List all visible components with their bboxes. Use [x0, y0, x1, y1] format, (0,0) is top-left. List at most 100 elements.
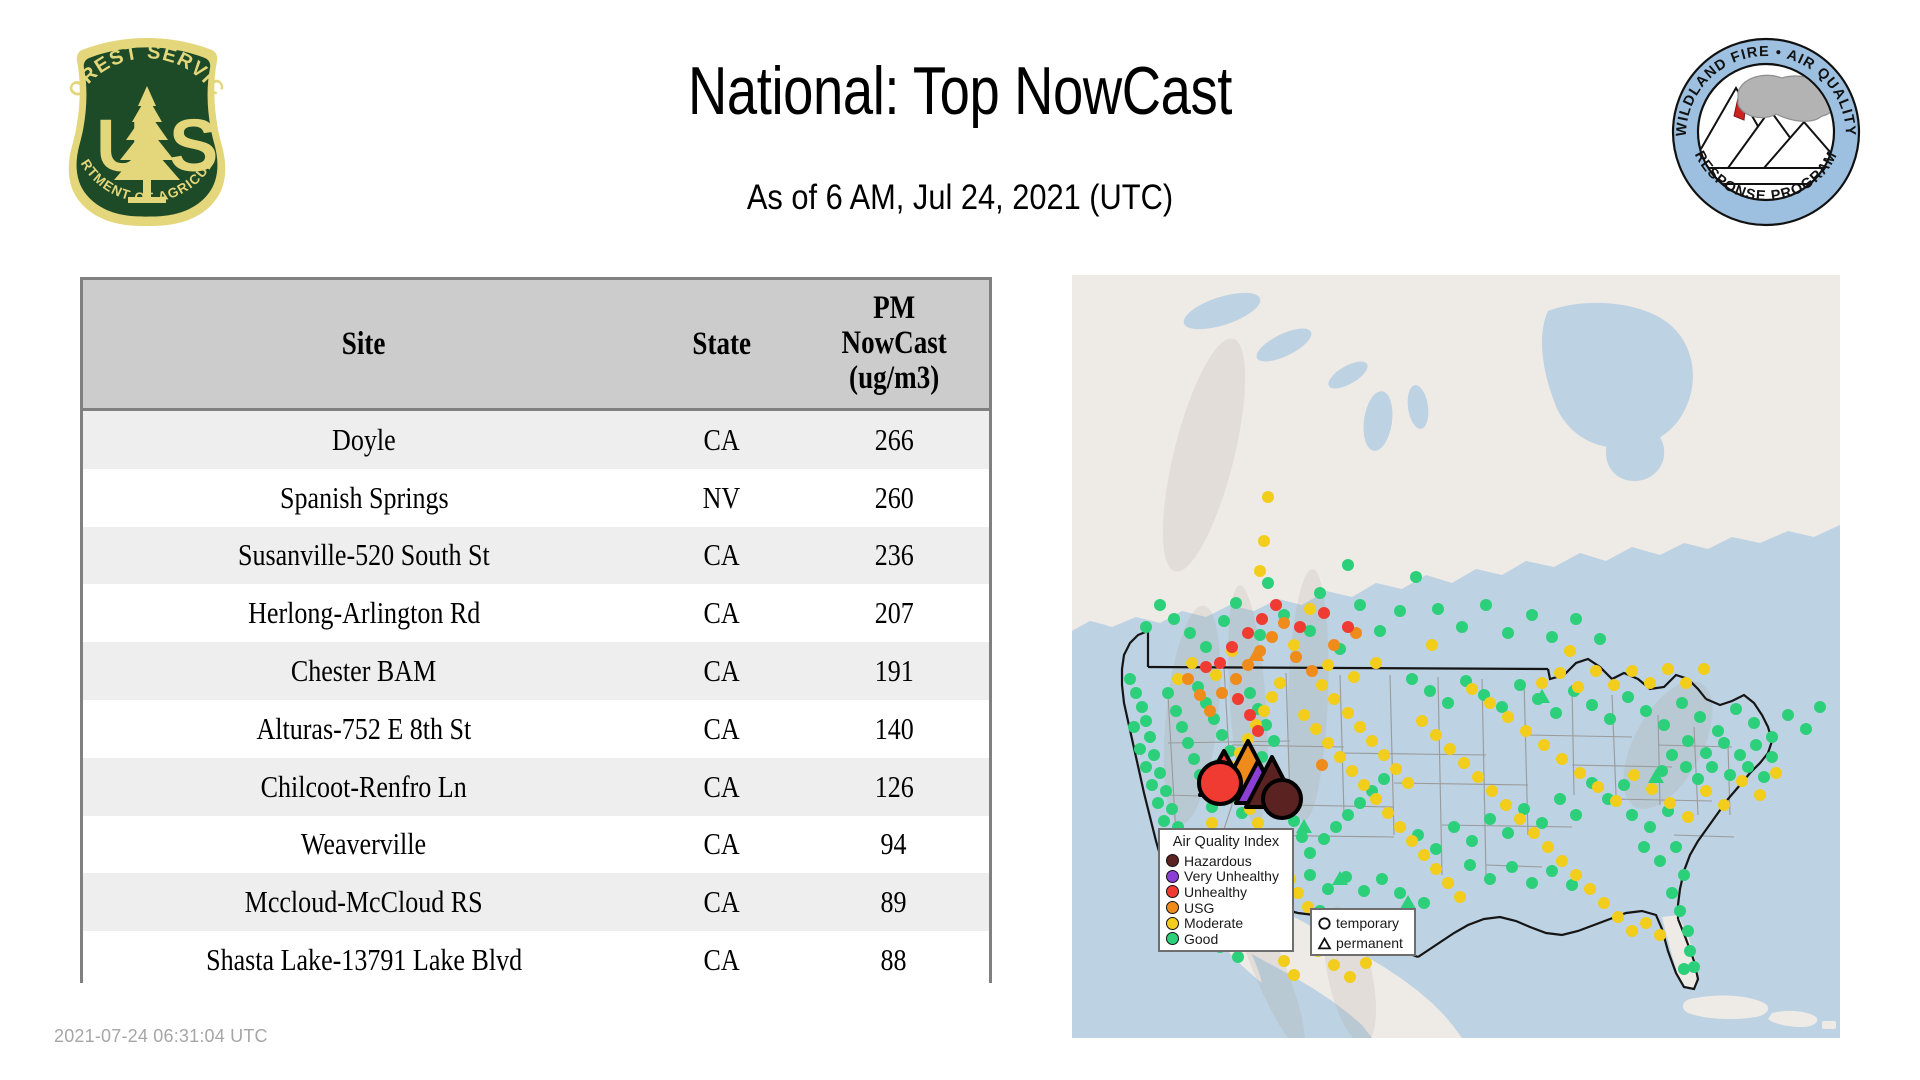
aqi-legend-label: USG [1184, 899, 1215, 916]
column-header-pm-line3: (ug/m3) [848, 359, 939, 396]
pm-value: 126 [874, 768, 914, 804]
aqi-points-usg [1182, 617, 1362, 793]
very-unhealthy-color-swatch-icon [1166, 869, 1179, 883]
cell-state: CA [645, 873, 799, 931]
cell-state: CA [645, 758, 799, 816]
site-name: Mccloud-McCloud RS [244, 884, 483, 920]
state-code: CA [703, 653, 740, 689]
cell-pm: 140 [799, 700, 989, 758]
site-name: Alturas-752 E 8th St [256, 710, 472, 746]
site-name: Susanville-520 South St [237, 537, 490, 573]
cell-state: CA [645, 931, 799, 989]
cell-pm: 207 [799, 584, 989, 642]
pm-value: 94 [880, 826, 907, 862]
monitor-type-label: permanent [1336, 935, 1403, 951]
monitor-type-item-permanent: permanent [1317, 933, 1409, 953]
pm-value: 140 [874, 710, 914, 746]
cell-state: CA [645, 642, 799, 700]
pm-value: 191 [874, 653, 914, 689]
map-canvas [1072, 275, 1840, 1038]
aqi-permanent-monitors [1248, 647, 1664, 909]
state-code: CA [703, 768, 740, 804]
aqi-legend-label: Unhealthy [1184, 883, 1248, 900]
site-name: Weaverville [301, 826, 427, 862]
pm-value: 88 [880, 942, 907, 978]
state-code: CA [703, 421, 740, 457]
aqi-legend-item-usg: USG [1166, 900, 1286, 916]
svg-text:S: S [169, 104, 218, 187]
moderate-color-swatch-icon [1166, 916, 1179, 930]
lake-manitoba [1407, 385, 1429, 429]
circle-marker-icon [1318, 916, 1331, 930]
site-name: Spanish Springs [279, 479, 449, 515]
cell-pm: 89 [799, 873, 989, 931]
cell-state: CA [645, 410, 799, 469]
cell-pm: 266 [799, 410, 989, 469]
state-code: CA [703, 710, 740, 746]
pm-value: 266 [874, 421, 914, 457]
monitor-type-label: temporary [1336, 915, 1400, 931]
cell-site: Spanish Springs [83, 469, 645, 527]
pm-value: 260 [874, 479, 914, 515]
table-row: Alturas-752 E 8th St CA 140 [83, 699, 989, 758]
lake-winnipeg [1363, 391, 1393, 451]
table-row: Susanville-520 South St CA 236 [83, 526, 989, 585]
cell-site: Chilcoot-Renfro Ln [83, 758, 645, 816]
lake-canada-1 [1183, 292, 1261, 330]
aqi-monitor-map[interactable]: Air Quality Index Hazardous Very Unhealt… [1072, 275, 1840, 1038]
column-header-pm-nowcast: PM NowCast (ug/m3) [798, 280, 989, 411]
aqi-legend-label: Good [1184, 930, 1219, 947]
top-nowcast-table: Site State PM NowCast (ug/m3) [80, 277, 992, 989]
aqi-legend-title: Air Quality Index [1172, 834, 1280, 850]
cell-state: NV [645, 469, 799, 527]
aqi-legend-label: Very Unhealthy [1184, 868, 1279, 885]
state-code: CA [703, 942, 740, 978]
state-code: CA [703, 537, 740, 573]
hispaniola [1768, 1010, 1818, 1027]
hazardous-color-swatch-icon [1166, 854, 1179, 868]
cell-state: CA [645, 816, 799, 874]
aqi-legend-item-good: Good [1166, 931, 1286, 947]
page-title: National: Top NowCast [688, 53, 1232, 129]
aqi-points-unhealthy [1200, 599, 1354, 737]
cell-site: Alturas-752 E 8th St [83, 700, 645, 758]
state-code: NV [702, 479, 741, 515]
puerto-rico [1822, 1021, 1836, 1029]
pm-value: 207 [874, 595, 914, 631]
cell-pm: 191 [799, 642, 989, 700]
column-header-pm-line1: PM [872, 290, 915, 327]
hudson-bay-south [1606, 424, 1665, 481]
triangle-marker-icon [1317, 936, 1332, 949]
site-name: Chester BAM [291, 653, 437, 689]
aqi-legend-item-hazardous: Hazardous [1166, 853, 1286, 869]
cell-site: Susanville-520 South St [83, 527, 645, 585]
state-code: CA [703, 595, 740, 631]
aqi-legend-item-moderate: Moderate [1166, 915, 1286, 931]
column-header-site-label: Site [342, 325, 386, 362]
table-row: Herlong-Arlington Rd CA 207 [83, 584, 989, 643]
cell-site: Herlong-Arlington Rd [83, 584, 645, 642]
cell-state: CA [645, 700, 799, 758]
site-name: Chilcoot-Renfro Ln [260, 768, 467, 804]
wildland-fire-air-quality-response-program-logo: WILDLAND FIRE • AIR QUALITY RESPONSE PRO… [1670, 36, 1862, 228]
lake-canada-2 [1256, 328, 1312, 362]
cell-site: Doyle [83, 410, 645, 469]
cluster-unhealthy-circle [1197, 760, 1243, 806]
cluster-hazardous-circle [1261, 778, 1303, 820]
cell-pm: 126 [799, 758, 989, 816]
pm-value: 236 [874, 537, 914, 573]
aqi-legend-item-very-unhealthy: Very Unhealthy [1166, 869, 1286, 885]
page-subtitle: As of 6 AM, Jul 24, 2021 (UTC) [746, 178, 1174, 217]
table-row: Shasta Lake-13791 Lake Blvd CA 88 [83, 931, 989, 989]
state-code: CA [703, 826, 740, 862]
cell-pm: 236 [799, 527, 989, 585]
hudson-bay [1541, 302, 1693, 449]
table-row: Weaverville CA 94 [83, 815, 989, 874]
air-quality-index-legend: Air Quality Index Hazardous Very Unhealt… [1158, 828, 1294, 952]
table-row: Doyle CA 266 [83, 409, 989, 469]
table-row: Spanish Springs NV 260 [83, 468, 989, 527]
lake-ontario [1665, 671, 1691, 687]
table-row: Chilcoot-Renfro Ln CA 126 [83, 757, 989, 816]
cuba [1682, 995, 1769, 1020]
